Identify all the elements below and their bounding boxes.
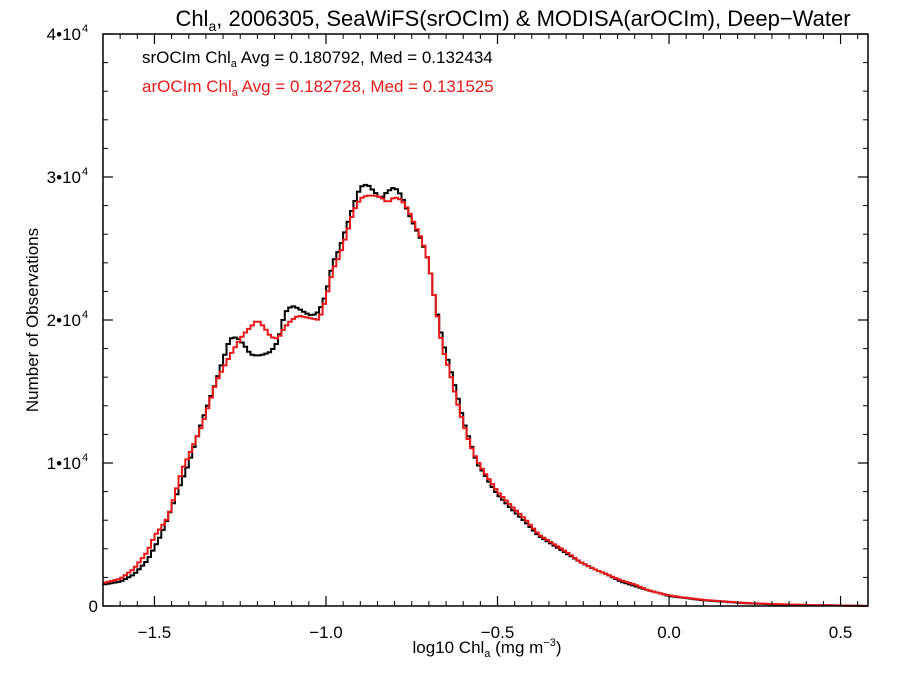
chart-title-sub: a	[208, 18, 216, 34]
annotation-arocim-pre: arOCIm Chl	[142, 77, 232, 96]
y-tick-label: 3•10	[47, 168, 81, 187]
series-line-0	[103, 183, 868, 607]
y-tick-label: 1•10	[47, 454, 81, 473]
x-axis-label-post: )	[556, 638, 562, 657]
y-axis-label: Number of Observations	[23, 228, 42, 412]
y-tick-exponent: 4	[82, 309, 88, 321]
annotation-arocim: arOCIm Chla Avg = 0.182728, Med = 0.1315…	[142, 77, 494, 99]
y-tick-exponent: 4	[82, 23, 88, 35]
annotation-arocim-post: Avg = 0.182728, Med = 0.131525	[238, 77, 494, 96]
series-line-1	[103, 194, 868, 607]
x-tick-label: −1.5	[138, 623, 172, 642]
annotation-srocim-pre: srOCIm Chl	[142, 48, 231, 67]
plot-frame	[102, 33, 869, 607]
x-axis-label-mid: (mg m	[490, 638, 543, 657]
annotation-arocim-sub: a	[232, 87, 239, 99]
y-tick-exponent: 4	[82, 166, 88, 178]
y-tick-exponent: 4	[82, 452, 88, 464]
y-tick-label: 0	[89, 597, 98, 616]
chart-title: Chla, 2006305, SeaWiFS(srOCIm) & MODISA(…	[175, 6, 850, 34]
x-tick-label: 0.0	[657, 623, 681, 642]
chart-title-post: , 2006305, SeaWiFS(srOCIm) & MODISA(arOC…	[216, 6, 850, 31]
x-tick-label: 0.5	[829, 623, 853, 642]
x-axis-label-sup: −3	[543, 637, 556, 649]
x-axis-label: log10 Chla (mg m−3)	[412, 637, 561, 660]
series-layer	[103, 183, 868, 607]
annotation-srocim: srOCIm Chla Avg = 0.180792, Med = 0.1324…	[142, 48, 493, 70]
x-axis-label-pre: log10 Chl	[412, 638, 484, 657]
x-tick-label: −1.0	[309, 623, 343, 642]
x-tick-label: −0.5	[481, 623, 515, 642]
tick-layer: −1.5 −1.0 −0.5 0.0 0.501•10 42•10 43•10 44•10 4	[47, 23, 868, 642]
annotation-srocim-post: Avg = 0.180792, Med = 0.132434	[237, 48, 493, 67]
annotation-srocim-sub: a	[231, 58, 238, 70]
y-tick-label: 2•10	[47, 311, 81, 330]
x-axis-label-sub: a	[484, 648, 491, 660]
chart-title-pre: Chl	[175, 6, 208, 31]
y-tick-label: 4•10	[47, 25, 81, 44]
